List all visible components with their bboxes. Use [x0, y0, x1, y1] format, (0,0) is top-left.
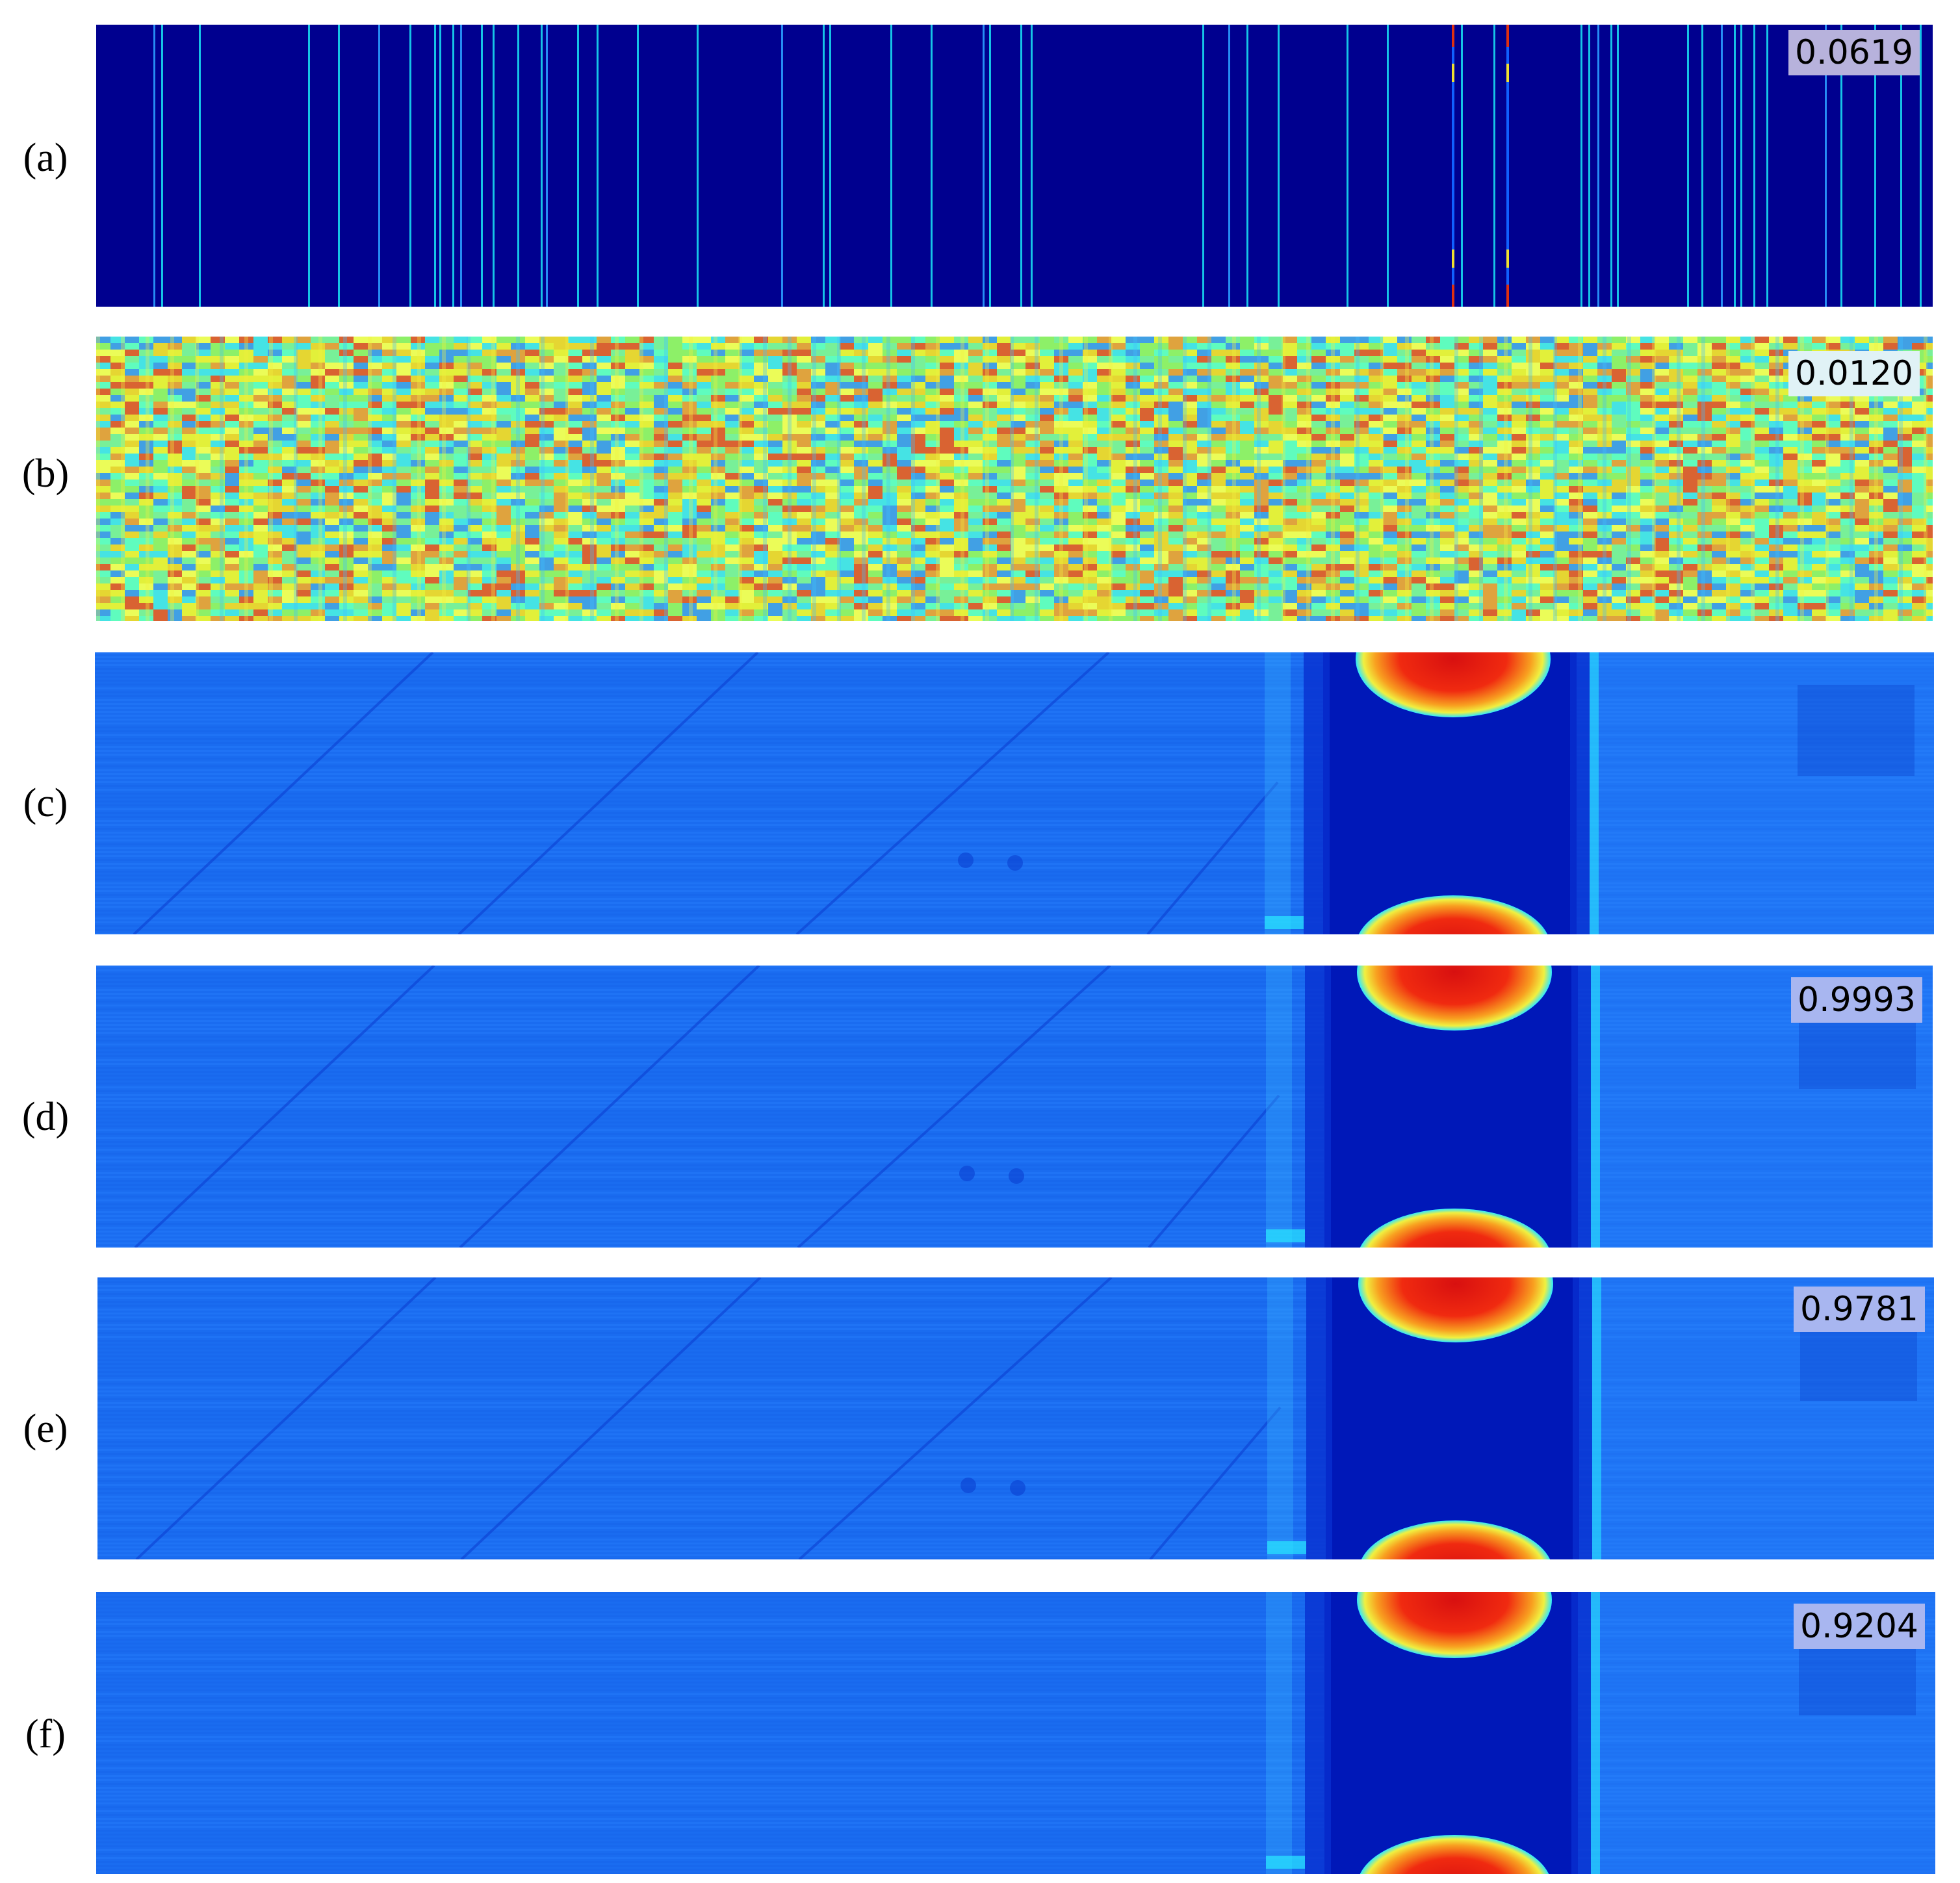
label-b: (b): [21, 452, 70, 496]
label-d: (d): [21, 1095, 70, 1139]
heatmap-image-e: [97, 1277, 1934, 1559]
label-f: (f): [25, 1712, 66, 1756]
heatmap-panel-f: 0.9204: [96, 1592, 1935, 1874]
heatmap-image-f: [96, 1592, 1935, 1874]
heatmap-panel-e: 0.9781: [97, 1277, 1934, 1559]
score-badge-d: 0.9993: [1791, 977, 1922, 1023]
score-badge-f: 0.9204: [1794, 1604, 1925, 1649]
heatmap-panel-d: 0.9993: [96, 966, 1933, 1248]
heatmap-panel-b: 0.0120: [96, 337, 1933, 621]
heatmap-image-a: [96, 25, 1933, 307]
label-e: (e): [23, 1407, 68, 1451]
score-badge-a: 0.0619: [1788, 30, 1920, 75]
score-badge-e: 0.9781: [1794, 1287, 1925, 1332]
heatmap-panel-c: [95, 652, 1934, 934]
label-a: (a): [23, 136, 68, 180]
heatmap-image-b: [96, 337, 1933, 621]
heatmap-panel-a: 0.0619: [96, 25, 1933, 307]
score-badge-b: 0.0120: [1788, 351, 1920, 396]
heatmap-image-d: [96, 966, 1933, 1248]
label-c: (c): [23, 781, 68, 825]
heatmap-image-c: [95, 652, 1934, 934]
